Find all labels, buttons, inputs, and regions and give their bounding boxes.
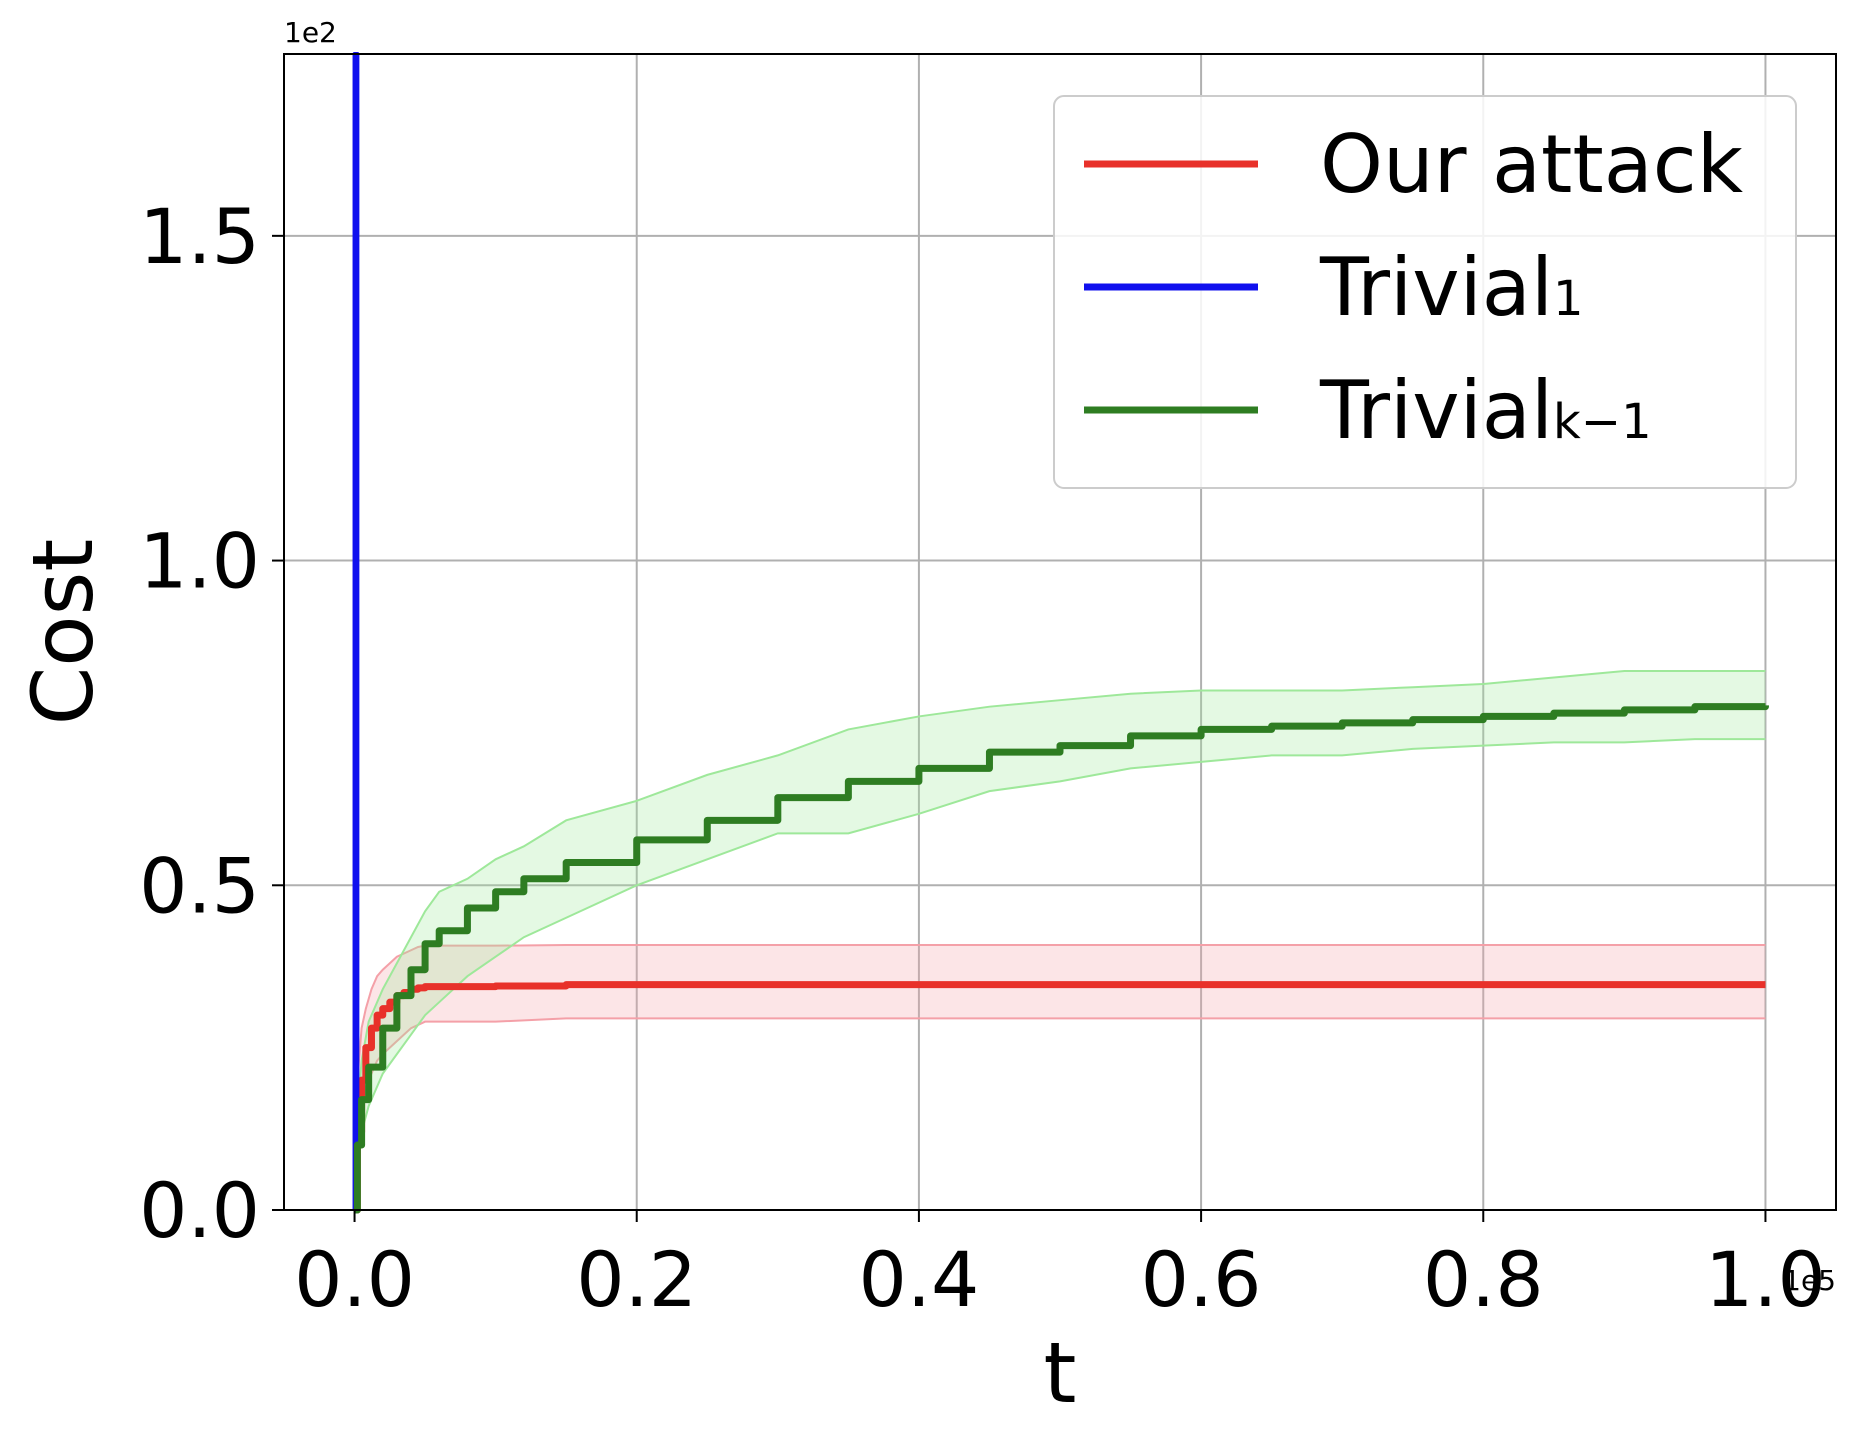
- band-lower-edge: [353, 738, 1766, 1211]
- y-axis-label: Cost: [14, 539, 112, 726]
- x-tick-label: 1.0: [1705, 1235, 1826, 1324]
- x-tick-label: 0.2: [576, 1235, 697, 1324]
- legend-label: Trivial1: [1319, 241, 1584, 334]
- legend-label-subscript: k−1: [1553, 394, 1652, 450]
- series-line: [352, 52, 360, 1210]
- legend-label: Our attack: [1320, 118, 1744, 211]
- x-axis-multiplier: 1e5: [1783, 1264, 1836, 1297]
- band-upper-edge: [353, 944, 1766, 1211]
- axes-frame: [283, 53, 1837, 1211]
- y-axis-multiplier: 1e2: [284, 16, 337, 49]
- y-tick-label: 0.5: [139, 841, 260, 930]
- y-tick-label: 1.5: [139, 192, 260, 281]
- legend-label-text: Our attack: [1320, 118, 1744, 211]
- legend-label: Trivialk−1: [1319, 364, 1652, 457]
- legend-label-subscript: 1: [1553, 271, 1584, 327]
- legend-box: [1053, 95, 1797, 489]
- x-tick-label: 0.8: [1423, 1235, 1544, 1324]
- legend-label-text: Trivial: [1319, 241, 1553, 334]
- y-tick-label: 0.0: [139, 1166, 260, 1255]
- band-upper-edge: [353, 669, 1766, 1211]
- x-tick-label: 0.4: [858, 1235, 979, 1324]
- x-axis-label: t: [1044, 1324, 1077, 1422]
- legend-label-text: Trivial: [1319, 364, 1553, 457]
- series-line: [353, 703, 1769, 1214]
- x-tick-label: 0.6: [1141, 1235, 1262, 1324]
- confidence-band: [354, 945, 1766, 1210]
- x-tick-label: 0.0: [294, 1235, 415, 1324]
- y-tick-label: 1.0: [139, 517, 260, 606]
- confidence-band: [354, 670, 1766, 1210]
- axis-ticks: 0.0 0.2 0.4 0.6 0.8 1.0 0.0 0.5 1.0 1.5: [139, 192, 1826, 1324]
